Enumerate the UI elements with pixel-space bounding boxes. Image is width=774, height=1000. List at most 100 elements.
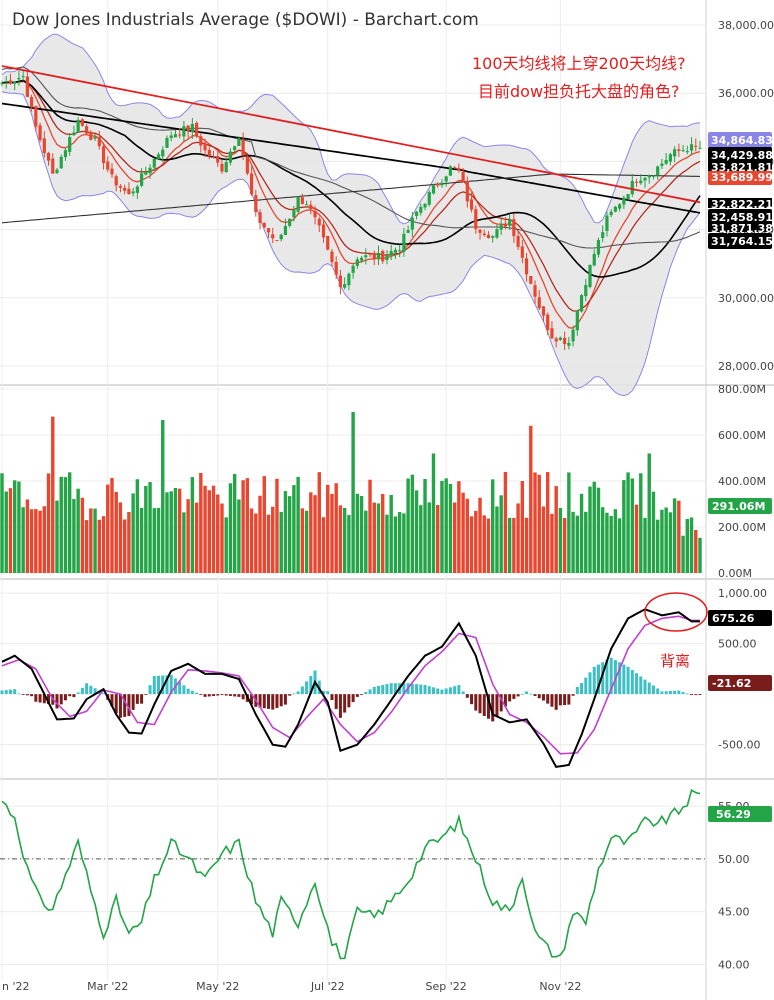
candle-body: [601, 232, 605, 239]
candle-body: [55, 169, 59, 174]
macd-label: 675.26: [712, 612, 755, 625]
candle-body: [144, 172, 148, 175]
x-tick-label: Mar '22: [87, 980, 128, 993]
candle-body: [216, 156, 220, 163]
candle-body: [266, 228, 271, 233]
candle-body: [190, 123, 194, 133]
volume-bar: [698, 537, 702, 573]
candle-body: [474, 209, 478, 230]
candle-body: [101, 146, 106, 164]
divergence-circle: [644, 592, 708, 632]
volume-bar: [537, 474, 541, 573]
price-label: 34,864.83: [711, 134, 773, 147]
candle-body: [461, 171, 465, 182]
macd-histogram-bar: [157, 675, 161, 695]
rsi-tick-label: 50.00: [718, 853, 750, 866]
price-partial-label-box: [708, 198, 772, 208]
volume-bar: [372, 502, 376, 573]
volume-bar: [25, 499, 30, 573]
candle-body: [546, 314, 550, 330]
candle-body: [402, 233, 406, 252]
macd-histogram-bar: [546, 694, 550, 704]
volume-bar: [139, 507, 144, 573]
candle-body: [233, 146, 237, 151]
candle-body: [288, 218, 292, 226]
macd-histogram-bar: [55, 694, 59, 709]
candle-body: [165, 137, 169, 148]
candle-body: [643, 177, 647, 181]
resistance-trendline: [1, 65, 701, 204]
candle-body: [258, 212, 262, 223]
macd-histogram-bar: [131, 694, 135, 710]
macd-histogram-bar: [0, 690, 4, 695]
candle-body: [241, 139, 245, 156]
volume-bar: [474, 510, 478, 573]
volume-bar: [668, 512, 673, 573]
volume-bar: [283, 491, 288, 573]
candle-body: [351, 265, 355, 273]
candle-body: [338, 275, 343, 288]
volume-bar: [491, 479, 495, 573]
macd-histogram-bar: [385, 684, 389, 695]
volume-bar: [478, 497, 482, 573]
volume-bar: [326, 484, 330, 573]
macd-histogram-bar: [512, 694, 516, 699]
macd-histogram-bar: [635, 673, 639, 695]
volume-bar: [182, 512, 186, 573]
candle-body: [516, 236, 520, 247]
candle-body: [97, 137, 101, 147]
candle-body: [622, 197, 626, 205]
volume-bar: [67, 472, 72, 573]
candle-body: [495, 229, 499, 238]
candle-body: [17, 78, 21, 80]
macd-histogram-bar: [42, 694, 46, 704]
volume-bar: [579, 493, 584, 573]
price-label-box: [708, 132, 772, 148]
volume-bar: [38, 510, 42, 573]
volume-bar: [541, 506, 546, 573]
price-label-box: [708, 147, 772, 163]
candle-body: [326, 235, 330, 250]
macd-histogram-bar: [393, 683, 397, 695]
volume-bar: [626, 472, 630, 573]
candle-body: [520, 246, 524, 258]
volume-bar: [84, 520, 89, 573]
macd-histogram-bar: [626, 666, 630, 695]
macd-histogram-bar: [474, 694, 478, 711]
macd-histogram-bar: [444, 688, 448, 695]
candle-body: [364, 255, 368, 258]
macd-histogram-bar: [554, 694, 558, 710]
volume-bar: [271, 506, 275, 573]
annotation-divergence: 背离: [660, 652, 691, 670]
volume-bar: [486, 518, 491, 573]
volume-tick-label: 600.00M: [718, 429, 766, 442]
macd-histogram-bar: [410, 683, 414, 695]
candle-body: [161, 149, 165, 157]
volume-bar: [571, 511, 575, 573]
candle-body: [689, 144, 694, 151]
macd-histogram-bar: [30, 694, 34, 697]
candle-body: [381, 250, 385, 262]
volume-bar: [689, 517, 694, 573]
price-panel: [0, 33, 702, 397]
candle-body: [482, 233, 486, 236]
volume-bar: [376, 503, 381, 573]
macd-histogram-bar: [668, 690, 672, 695]
candle-body: [34, 106, 38, 127]
volume-bar: [503, 471, 508, 573]
macd-histogram-bar: [690, 694, 694, 696]
volume-bar: [309, 492, 313, 573]
volume-bar: [554, 486, 558, 573]
volume-bar: [300, 508, 305, 573]
volume-bar: [161, 420, 165, 573]
volume-bar: [144, 485, 148, 573]
volume-tick-label: 800.00M: [718, 383, 766, 396]
volume-bar: [199, 472, 203, 573]
macd-histogram-bar: [423, 685, 427, 695]
candle-body: [207, 149, 211, 157]
candle-body: [469, 199, 474, 210]
price-label: 34,429.88: [711, 149, 773, 162]
macd-histogram-bar: [207, 694, 211, 697]
macd-histogram-bar: [630, 670, 634, 695]
macd-histogram-bar: [639, 676, 643, 695]
